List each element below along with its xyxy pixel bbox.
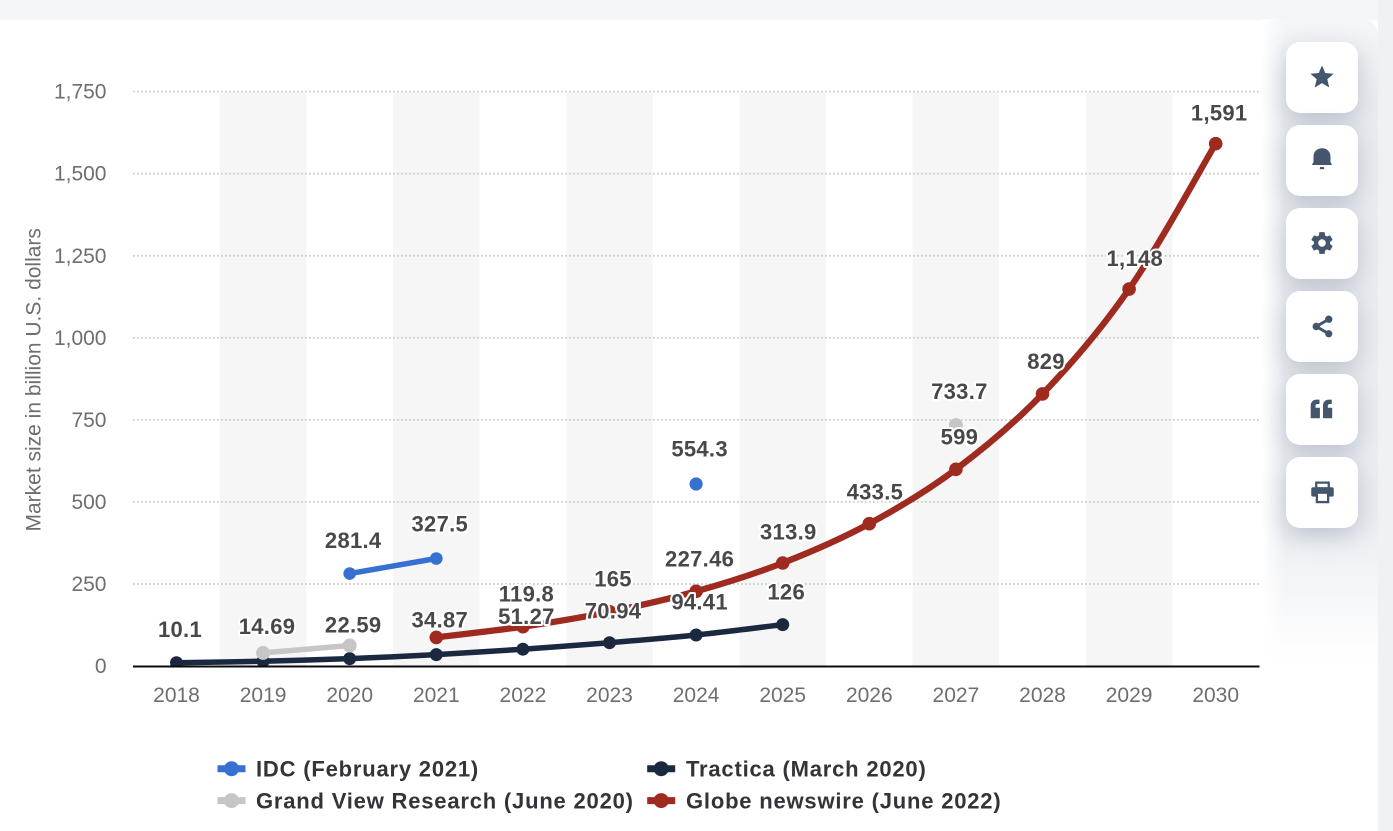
svg-text:500: 500	[71, 491, 106, 514]
svg-text:1,591: 1,591	[1191, 101, 1248, 126]
svg-text:14.69: 14.69	[239, 614, 296, 639]
svg-text:2028: 2028	[1019, 684, 1066, 707]
svg-text:2030: 2030	[1192, 684, 1239, 707]
svg-text:51.27: 51.27	[498, 604, 555, 629]
svg-text:2026: 2026	[846, 684, 893, 707]
svg-text:433.5: 433.5	[847, 480, 904, 505]
svg-text:2022: 2022	[500, 684, 547, 707]
svg-text:599: 599	[941, 425, 979, 450]
svg-text:22.59: 22.59	[325, 613, 382, 638]
svg-text:313.9: 313.9	[760, 520, 817, 545]
svg-text:Tractica (March 2020): Tractica (March 2020)	[686, 757, 927, 782]
svg-text:IDC (February 2021): IDC (February 2021)	[256, 757, 479, 782]
svg-text:2024: 2024	[673, 684, 720, 707]
svg-text:829: 829	[1027, 349, 1065, 374]
svg-text:1,000: 1,000	[54, 327, 107, 350]
svg-text:Market size in billion U.S. do: Market size in billion U.S. dollars	[23, 228, 46, 531]
svg-text:2018: 2018	[153, 684, 200, 707]
svg-text:1,500: 1,500	[54, 163, 107, 186]
svg-text:281.4: 281.4	[325, 528, 382, 553]
svg-text:1,750: 1,750	[54, 81, 107, 104]
svg-text:733.7: 733.7	[931, 379, 988, 404]
svg-text:750: 750	[71, 409, 106, 432]
svg-text:165: 165	[594, 567, 632, 592]
svg-text:119.8: 119.8	[499, 582, 554, 607]
svg-text:0: 0	[95, 655, 107, 678]
svg-text:126: 126	[767, 580, 805, 605]
svg-text:2019: 2019	[240, 684, 287, 707]
svg-text:327.5: 327.5	[412, 512, 469, 537]
svg-text:554.3: 554.3	[671, 437, 728, 462]
svg-text:2020: 2020	[326, 684, 373, 707]
svg-text:1,250: 1,250	[54, 245, 107, 268]
svg-text:2027: 2027	[933, 684, 980, 707]
svg-text:250: 250	[71, 573, 106, 596]
svg-text:1,148: 1,148	[1107, 246, 1164, 271]
svg-text:227.46: 227.46	[665, 547, 734, 572]
svg-text:2021: 2021	[413, 684, 460, 707]
svg-text:34.87: 34.87	[412, 608, 469, 633]
svg-text:Grand View Research (June 2020: Grand View Research (June 2020)	[256, 789, 634, 814]
svg-text:2029: 2029	[1106, 684, 1153, 707]
svg-text:2025: 2025	[759, 684, 806, 707]
svg-text:94.41: 94.41	[671, 590, 728, 615]
svg-text:10.1: 10.1	[158, 617, 202, 642]
svg-text:Globe newswire (June 2022): Globe newswire (June 2022)	[686, 789, 1001, 814]
svg-text:70.94: 70.94	[585, 599, 642, 624]
svg-text:2023: 2023	[586, 684, 633, 707]
